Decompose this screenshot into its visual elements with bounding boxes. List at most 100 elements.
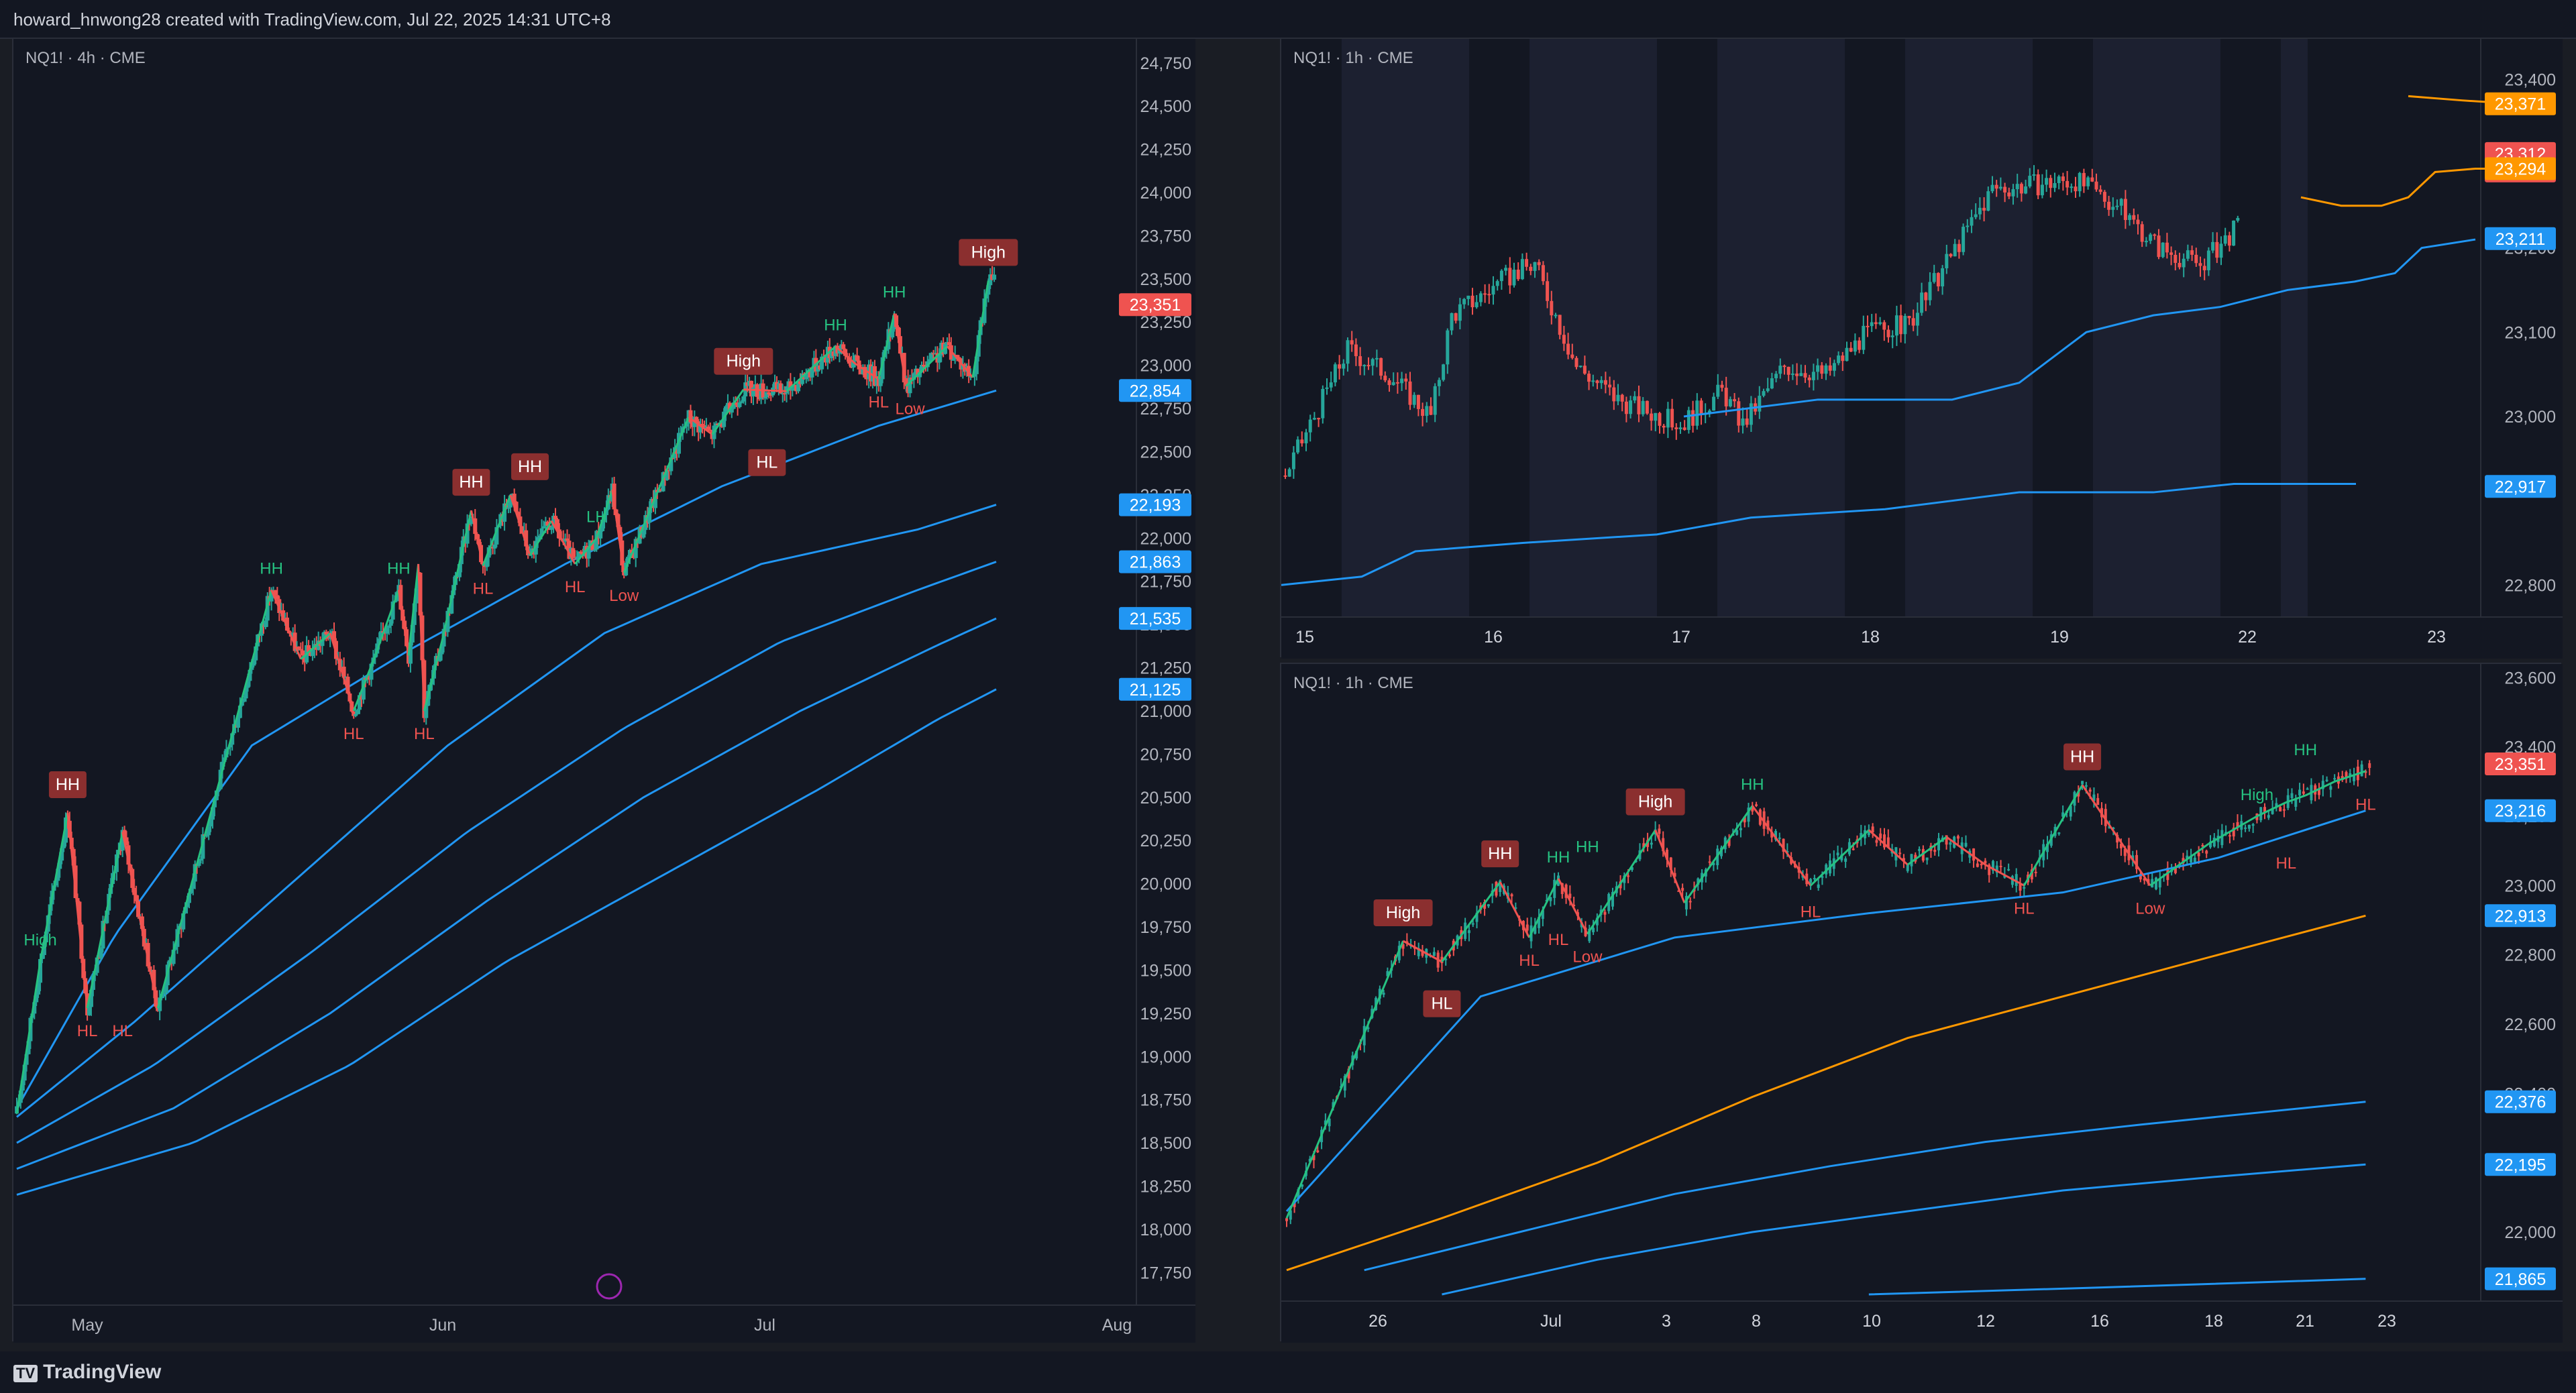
candle-body xyxy=(237,706,242,718)
candle-body xyxy=(1537,262,1541,266)
candle-body xyxy=(957,357,961,359)
swing-line xyxy=(2023,784,2084,887)
candle-body xyxy=(2220,830,2224,846)
candle-body xyxy=(937,355,942,363)
candle-body xyxy=(1612,387,1616,402)
y-tick-label: 20,500 xyxy=(1140,789,1191,807)
swing-line xyxy=(482,494,512,567)
swing-line xyxy=(893,313,908,386)
candle-body xyxy=(1487,904,1490,907)
candle-body xyxy=(739,401,744,403)
candle-body xyxy=(477,539,482,545)
candle-body xyxy=(1747,807,1750,822)
candle-body xyxy=(26,1041,31,1054)
candle-body xyxy=(2329,786,2332,790)
candle-body xyxy=(1716,384,1720,397)
candle-body xyxy=(1795,373,1799,376)
swing-line xyxy=(1945,836,1986,866)
candle-body xyxy=(1986,191,1990,211)
candle-body xyxy=(1616,394,1620,402)
candle-body xyxy=(2107,201,2111,210)
symbol-title: NQ1! · 4h · CME xyxy=(25,49,146,67)
x-tick-label: 21 xyxy=(2296,1312,2314,1331)
chart-4h-svg[interactable]: NQ1! · 4h · CME 17,750 18,000 18,250 18,500 1… xyxy=(13,39,1195,1343)
candle-body xyxy=(1499,880,1502,893)
candle-body xyxy=(1682,427,1686,431)
candle-body xyxy=(1440,956,1444,964)
candle-body xyxy=(18,1091,23,1103)
candle-body xyxy=(1325,387,1329,389)
candle-body xyxy=(1333,364,1337,383)
candle-body xyxy=(1383,376,1387,381)
candle-body xyxy=(2244,827,2247,829)
y-tick-label: 21,750 xyxy=(1140,573,1191,592)
candle-body xyxy=(1957,243,1961,252)
candle-body xyxy=(1289,1210,1292,1220)
candle-body xyxy=(2143,878,2146,881)
candle-body xyxy=(1587,374,1591,382)
candle-body xyxy=(790,388,795,391)
candle-body xyxy=(205,835,209,837)
candle-body xyxy=(647,507,652,523)
candle-body xyxy=(2161,242,2165,258)
candle-body xyxy=(2034,871,2037,873)
swing-line xyxy=(509,494,531,556)
x-tick-label: Jul xyxy=(1540,1312,1562,1331)
swing-label: HH xyxy=(518,457,542,476)
candle-body xyxy=(197,860,201,867)
candle-body xyxy=(1329,382,1333,388)
candle-body xyxy=(332,631,337,641)
candle-body xyxy=(64,817,68,843)
candle-body xyxy=(2349,773,2352,776)
chart-1h-top-svg[interactable]: NQ1! · 1h · CME22,80023,00023,10023,2002… xyxy=(1281,39,2563,659)
candle-body xyxy=(1391,382,1395,386)
candle-body xyxy=(863,367,867,378)
candle-body xyxy=(2003,186,2007,193)
session-band xyxy=(1717,39,1845,617)
panel-1h-chart-top[interactable]: NQ1! · 1h · CME22,80023,00023,10023,2002… xyxy=(1280,38,2563,659)
swing-line xyxy=(786,345,837,392)
candle-body xyxy=(1296,439,1300,453)
candle-body xyxy=(2194,254,2198,264)
candle-body xyxy=(1902,858,1905,861)
candle-body xyxy=(105,910,109,924)
chart-1h-bottom-svg[interactable]: NQ1! · 1h · CME22,00022,20022,40022,6002… xyxy=(1281,664,2563,1343)
candle-body xyxy=(1932,273,1936,282)
candle-body xyxy=(248,669,252,681)
swing-label: High xyxy=(971,243,1006,262)
candle-body xyxy=(2128,215,2132,221)
y-tick-label: 19,000 xyxy=(1140,1048,1191,1066)
candle-body xyxy=(912,373,916,380)
candle-body xyxy=(516,512,521,517)
candle-body xyxy=(724,406,729,412)
ema-line xyxy=(16,561,997,1144)
candle-body xyxy=(250,665,254,670)
y-tick-label: 22,800 xyxy=(2505,576,2556,595)
candle-body xyxy=(778,383,783,394)
panel-1h-chart-bottom[interactable]: NQ1! · 1h · CME22,00022,20022,40022,6002… xyxy=(1280,663,2563,1343)
candle-body xyxy=(2333,778,2337,780)
tradingview-logo[interactable]: TV TradingView xyxy=(13,1361,161,1384)
candle-body xyxy=(1285,1218,1288,1221)
candle-body xyxy=(1386,970,1389,977)
candle-body xyxy=(2282,809,2286,811)
candle-body xyxy=(1574,357,1578,368)
price-tag-bg xyxy=(1119,550,1191,573)
candle-body xyxy=(1899,315,1903,335)
candle-body xyxy=(1425,406,1429,416)
candle-body xyxy=(847,357,851,364)
x-tick-label: May xyxy=(71,1316,103,1335)
candle-body xyxy=(2197,852,2200,856)
candle-body xyxy=(2003,875,2006,878)
candle-body xyxy=(1520,259,1524,280)
panel-4h-chart[interactable]: NQ1! · 4h · CME 17,750 18,000 18,250 18,500 1… xyxy=(12,38,1195,1343)
candle-body xyxy=(972,374,977,377)
candle-body xyxy=(211,807,215,820)
candle-body xyxy=(492,544,497,549)
candle-body xyxy=(1712,862,1715,865)
candle-body xyxy=(1962,227,1966,252)
candle-body xyxy=(1790,373,1794,375)
candle-body xyxy=(1871,826,1874,833)
candle-body xyxy=(1466,295,1470,299)
candle-body xyxy=(2061,176,2065,181)
